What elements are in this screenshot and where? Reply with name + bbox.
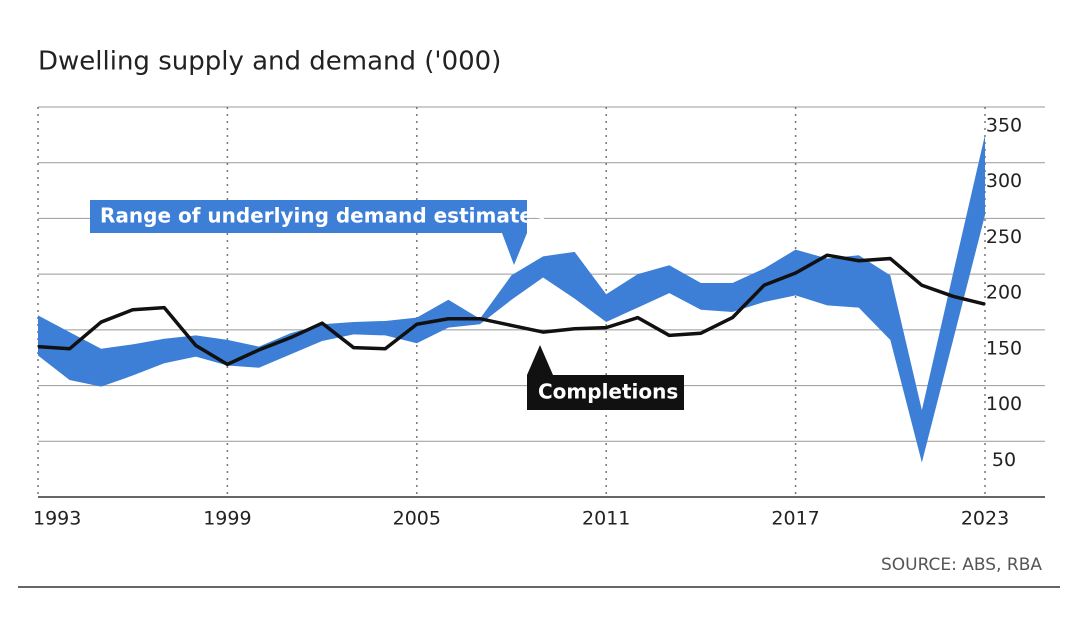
y-tick-label: 200 (986, 282, 1022, 304)
y-tick-label: 250 (986, 226, 1022, 248)
source-note: SOURCE: ABS, RBA (881, 555, 1042, 575)
y-tick-label: 150 (986, 337, 1022, 359)
y-tick-label: 100 (986, 393, 1022, 415)
y-tick-label: 350 (986, 115, 1022, 137)
x-tick-label: 1993 (33, 508, 81, 530)
band-label-box (90, 200, 527, 265)
x-tick-label: 2023 (961, 508, 1009, 530)
series-line (37, 253, 986, 367)
line-label-box (527, 345, 684, 410)
x-tick-label: 2017 (771, 508, 819, 530)
band-label: Range of underlying demand estimates (100, 204, 545, 228)
x-tick-label: 2005 (393, 508, 441, 530)
y-tick-label: 300 (986, 170, 1022, 192)
annotations: Range of underlying demand estimates Com… (90, 200, 684, 410)
x-tick-label: 1999 (203, 508, 251, 530)
chart-title: Dwelling supply and demand ('000) (38, 47, 501, 77)
x-tick-label: 2011 (582, 508, 630, 530)
y-tick-label: 50 (992, 449, 1016, 471)
line-label: Completions (538, 380, 678, 404)
range-band (38, 134, 985, 463)
plot (37, 134, 986, 463)
